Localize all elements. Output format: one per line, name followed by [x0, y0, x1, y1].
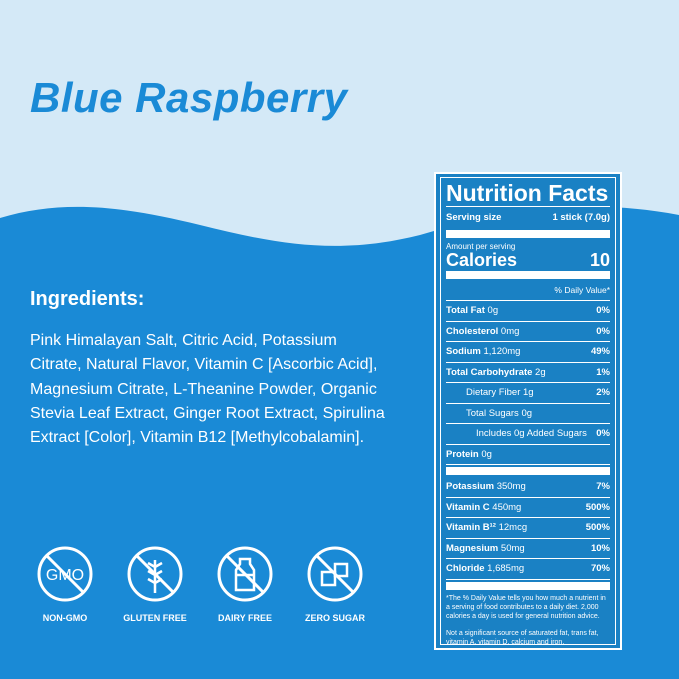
- divider: [446, 467, 610, 475]
- divider: [446, 581, 610, 590]
- ingredients-heading: Ingredients:: [30, 288, 145, 310]
- nutrient-label: Magnesium: [446, 542, 499, 554]
- nutrient-amount: 350mg: [496, 481, 526, 493]
- nutrition-title: Nutrition Facts: [446, 180, 610, 207]
- footnote-not-significant: Not a significant source of saturated fa…: [446, 629, 599, 646]
- nutrient-row: Sodium 1,120mg 49%: [446, 342, 610, 363]
- serving-label: Serving size: [446, 211, 502, 223]
- nutrient-dv: 500%: [585, 501, 610, 513]
- calories-value: 10: [589, 249, 610, 270]
- product-title: Blue Raspberry: [30, 74, 348, 121]
- badge-non-gmo: GMO NON-GMO: [20, 545, 110, 623]
- nutrient-dv: 7%: [596, 481, 610, 493]
- nutrient-name: Protein 0g: [446, 449, 492, 460]
- nutrient-dv: 0%: [596, 428, 610, 440]
- nutrient-label: Protein: [446, 448, 479, 460]
- nutrient-dv: 2%: [596, 387, 610, 399]
- nutrient-name: Total Fat 0g: [446, 305, 498, 316]
- amount-label: Amount per serving: [446, 241, 516, 251]
- ingredients-text: Pink Himalayan Salt, Citric Acid, Potass…: [30, 332, 385, 447]
- no-sugar-icon: [307, 546, 363, 602]
- nutrient-dv: 0%: [596, 305, 610, 317]
- nutrient-name: Includes 0g Added Sugars: [476, 428, 587, 439]
- nutrient-row: Chloride 1,685mg 70%: [446, 559, 610, 580]
- nutrient-row: Total Carbohydrate 2g 1%: [446, 363, 610, 383]
- no-gmo-icon: GMO: [37, 546, 93, 602]
- dv-label: % Daily Value*: [554, 285, 610, 296]
- nutrient-amount: Total Sugars 0g: [466, 407, 533, 419]
- nutrient-dv: 1%: [596, 366, 610, 378]
- nutrient-amount: 0g: [487, 305, 499, 317]
- nutrient-row: Dietary Fiber 1g 2%: [446, 383, 610, 404]
- nutrient-amount: 450mg: [492, 501, 522, 513]
- badge-dairy-free: DAIRY FREE: [200, 545, 290, 623]
- nutrient-dv: 49%: [590, 346, 610, 358]
- calories-label: Calories: [446, 249, 518, 270]
- no-dairy-icon: [217, 546, 273, 602]
- nutrient-row: Vitamin B¹² 12mcg 500%: [446, 518, 610, 539]
- svg-text:GMO: GMO: [46, 567, 84, 584]
- nutrient-amount: Dietary Fiber 1g: [466, 387, 534, 399]
- nutrient-name: Magnesium 50mg: [446, 543, 525, 554]
- nutrient-amount: 50mg: [500, 542, 525, 554]
- nutrient-amount: Includes 0g Added Sugars: [476, 428, 587, 440]
- nutrient-dv: 10%: [590, 542, 610, 554]
- nutrient-amount: 0g: [481, 448, 492, 460]
- nutrient-name: Cholesterol 0mg: [446, 326, 519, 337]
- badge-gluten-free: GLUTEN FREE: [110, 545, 200, 623]
- nutrient-name: Dietary Fiber 1g: [466, 387, 534, 398]
- badge-zero-sugar: ZERO SUGAR: [290, 545, 380, 623]
- nutrient-label: Chloride: [446, 563, 485, 575]
- nutrient-label: Potassium: [446, 481, 495, 493]
- nutrient-dv: 70%: [590, 563, 610, 575]
- divider: [446, 270, 610, 279]
- nutrient-row: Protein 0g: [446, 445, 610, 465]
- nutrient-amount: 2g: [535, 366, 546, 378]
- nutrient-amount: 0mg: [500, 325, 520, 337]
- nutrient-row: Vitamin C 450mg 500%: [446, 498, 610, 518]
- nutrient-row: Magnesium 50mg 10%: [446, 539, 610, 559]
- nutrient-name: Sodium 1,120mg: [446, 346, 520, 357]
- nutrient-row: Total Sugars 0g: [446, 404, 610, 424]
- nutrient-row: Total Fat 0g 0%: [446, 301, 610, 322]
- badges: GMO NON-GMO GLUTEN FREE DAIRY FREE ZERO …: [20, 545, 380, 623]
- nutrient-label: Vitamin B¹²: [446, 522, 496, 534]
- nutrient-amount: 1,120mg: [483, 346, 521, 358]
- nutrient-name: Total Carbohydrate 2g: [446, 367, 546, 378]
- nutrient-row: Potassium 350mg 7%: [446, 477, 610, 498]
- nutrient-name: Vitamin B¹² 12mcg: [446, 522, 527, 533]
- nutrient-name: Potassium 350mg: [446, 481, 526, 492]
- nutrient-name: Total Sugars 0g: [466, 408, 532, 419]
- nutrient-dv: 0%: [596, 325, 610, 337]
- nutrient-label: Vitamin C: [446, 501, 490, 513]
- nutrition-facts-panel: Nutrition Facts Serving size 1 stick (7.0…: [434, 172, 622, 650]
- serving-value: 1 stick (7.0g): [552, 211, 610, 223]
- footnote-dv: *The % Daily Value tells you how much a …: [446, 594, 606, 620]
- nutrient-label: Total Fat: [446, 305, 485, 317]
- nutrient-amount: 1,685mg: [487, 563, 525, 575]
- no-gluten-icon: [127, 546, 183, 602]
- nutrient-name: Chloride 1,685mg: [446, 563, 524, 574]
- nutrient-row: Includes 0g Added Sugars 0%: [446, 424, 610, 445]
- nutrient-row: Cholesterol 0mg 0%: [446, 322, 610, 342]
- nutrient-dv: 500%: [585, 522, 610, 534]
- nutrient-label: Sodium: [446, 346, 481, 358]
- divider: [446, 229, 610, 238]
- nutrient-name: Vitamin C 450mg: [446, 502, 521, 513]
- nutrient-label: Cholesterol: [446, 325, 499, 337]
- nutrient-amount: 12mcg: [498, 522, 528, 534]
- nutrient-label: Total Carbohydrate: [446, 366, 533, 378]
